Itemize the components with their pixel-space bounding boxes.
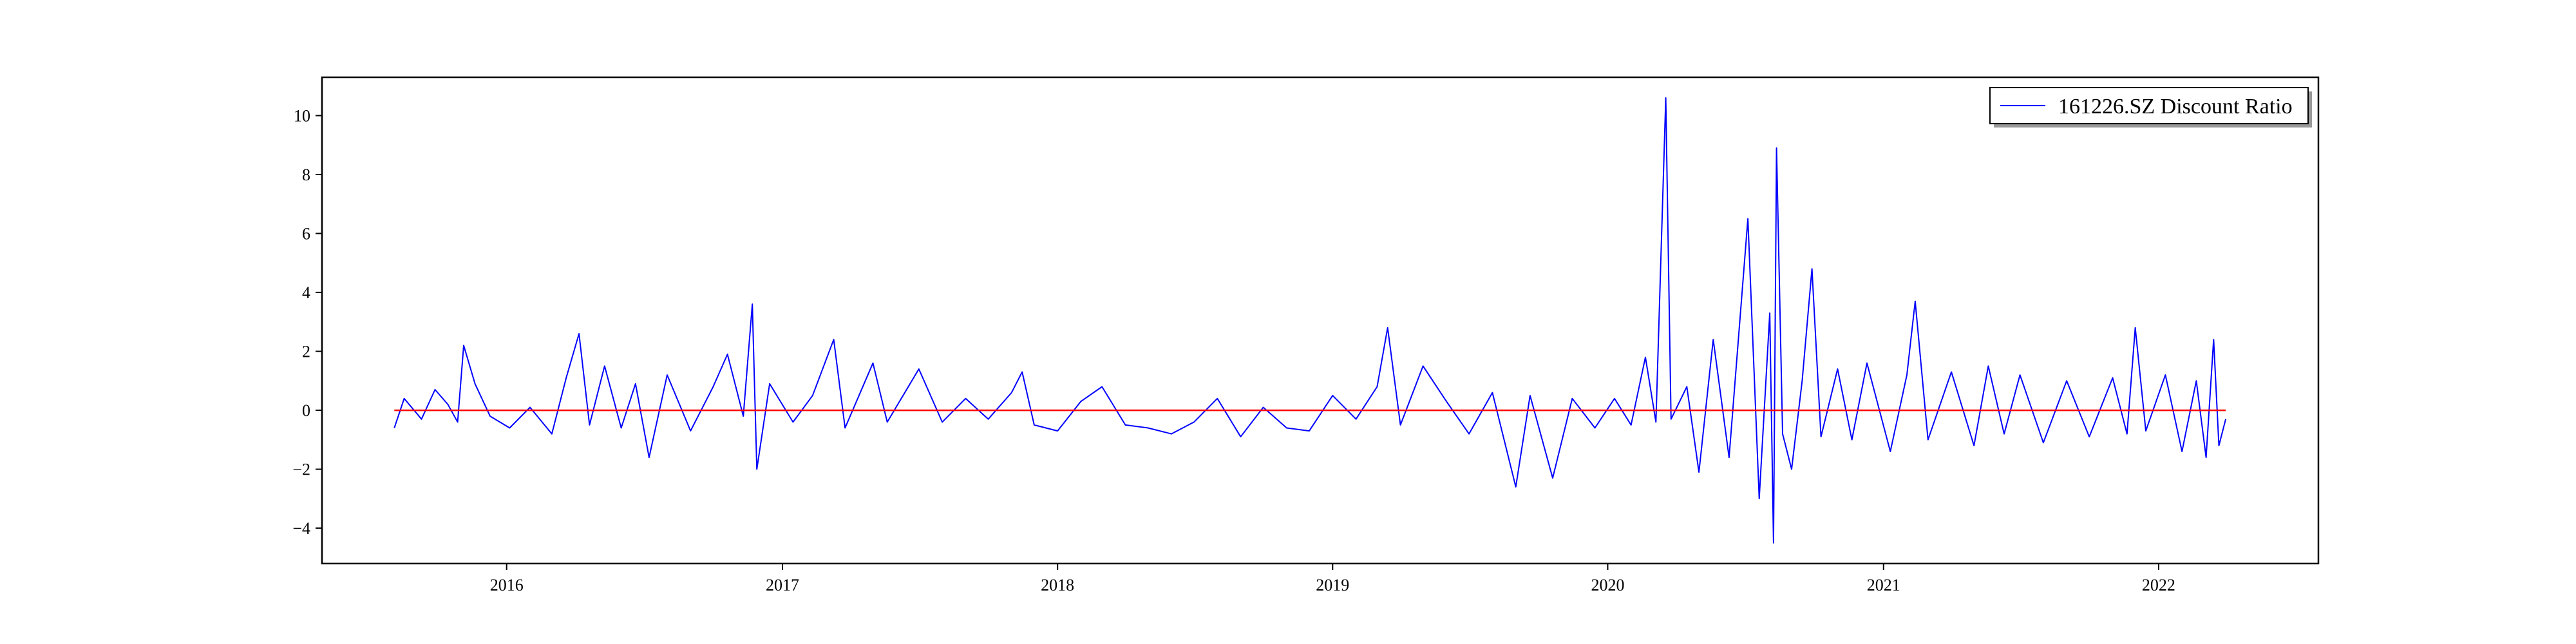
y-tick-label: 4 [302, 283, 310, 302]
legend: 161226.SZ Discount Ratio [1989, 87, 2312, 128]
y-tick-label: 10 [294, 106, 310, 125]
x-tick-label: 2017 [766, 576, 799, 594]
discount-ratio-line [393, 97, 2227, 544]
x-tick-label: 2022 [2142, 576, 2175, 594]
y-tick-label: −4 [292, 519, 310, 538]
x-tick-label: 2018 [1041, 576, 1074, 594]
y-tick-label: 8 [302, 166, 310, 184]
y-tick-label: 6 [302, 225, 310, 243]
x-tick-label: 2016 [490, 576, 524, 594]
y-tick-label: 0 [302, 401, 310, 420]
x-axis: 2016 2017 2018 2019 2020 2021 2022 [490, 564, 2175, 594]
series-layer [393, 97, 2227, 544]
x-tick-label: 2021 [1867, 576, 1900, 594]
y-tick-label: −2 [292, 460, 310, 479]
plot-area-frame [321, 76, 2320, 565]
y-tick-label: 2 [302, 343, 310, 361]
y-axis: −4 −2 0 2 4 6 8 10 [292, 106, 322, 538]
x-tick-label: 2020 [1591, 576, 1624, 594]
legend-label: 161226.SZ Discount Ratio [2058, 95, 2293, 118]
x-tick-label: 2019 [1316, 576, 1349, 594]
